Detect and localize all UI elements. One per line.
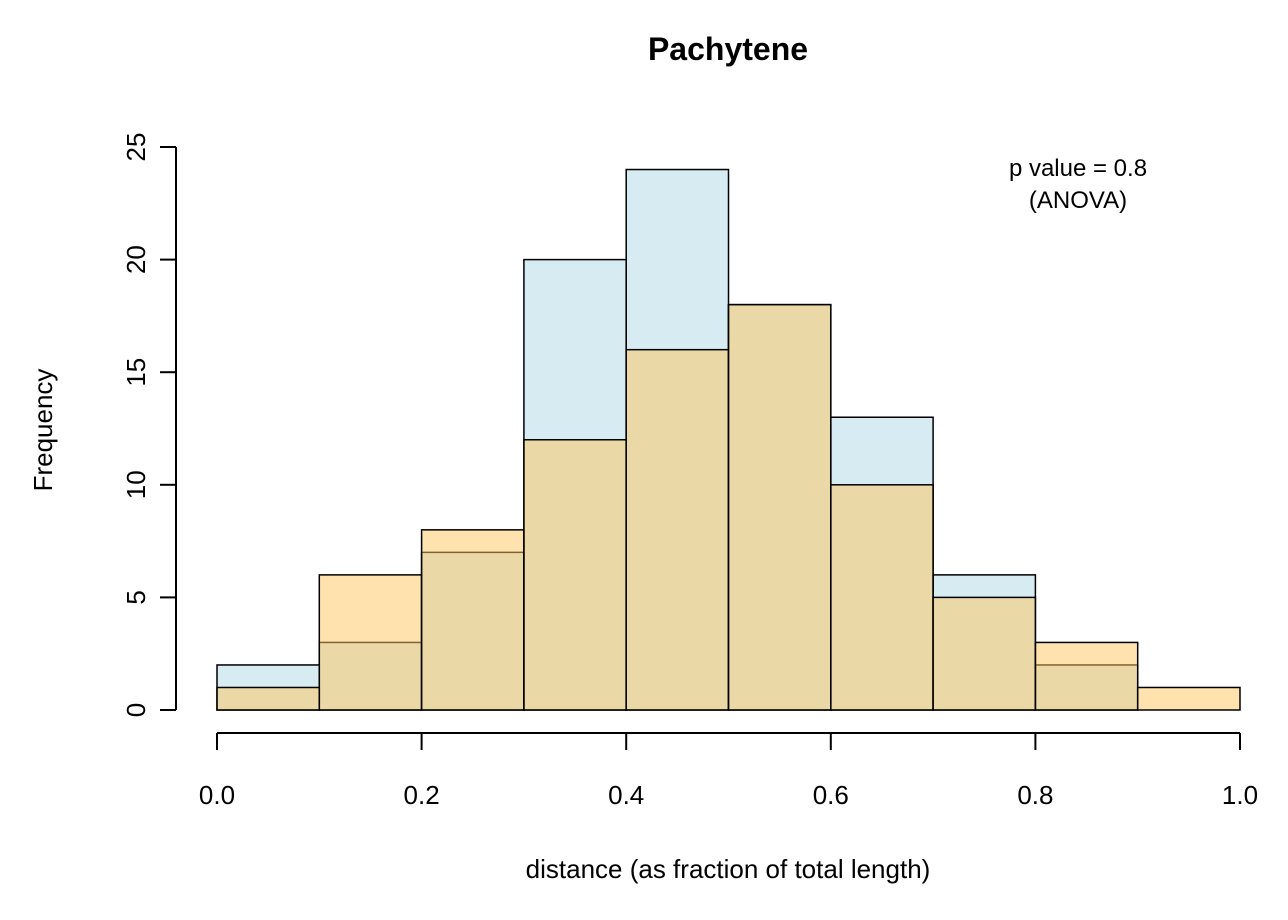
- test-name-annotation: (ANOVA): [1029, 187, 1127, 214]
- histogram-bar-series-2: [932, 596, 1037, 711]
- x-tick-label: 0.8: [1017, 780, 1053, 810]
- histogram-bar-series-2: [727, 303, 832, 711]
- x-axis: 0.0 0.2 0.4 0.6 0.8 1.0: [199, 732, 1258, 810]
- y-tick-label: 25: [121, 133, 151, 162]
- bars-layer: [216, 168, 1241, 711]
- y-tick-label: 0: [121, 703, 151, 717]
- y-tick-label: 20: [121, 245, 151, 274]
- x-tick-label: 0.4: [608, 780, 644, 810]
- histogram-bar-series-2: [1034, 641, 1139, 711]
- x-tick-label: 0.2: [404, 780, 440, 810]
- histogram-bar-series-2: [830, 484, 934, 711]
- histogram-bar-series-2: [1136, 686, 1241, 711]
- p-value-annotation: p value = 0.8: [1009, 155, 1147, 182]
- x-tick-label: 1.0: [1222, 780, 1258, 810]
- y-tick-label: 5: [121, 590, 151, 604]
- histogram-bar-series-2: [625, 348, 730, 711]
- y-tick-label: 15: [121, 358, 151, 387]
- y-axis: 0 5 10 15 20 25: [121, 133, 177, 717]
- x-axis-label: distance (as fraction of total length): [526, 854, 931, 884]
- histogram-bar-series-2: [420, 529, 525, 711]
- x-tick-label: 0.0: [199, 780, 235, 810]
- chart-title: Pachytene: [648, 31, 808, 67]
- y-axis-label: Frequency: [28, 369, 58, 492]
- histogram-bar-series-2: [216, 686, 321, 711]
- y-tick-label: 10: [121, 470, 151, 499]
- histogram-bar-series-2: [318, 574, 423, 711]
- histogram-bar-series-2: [523, 439, 627, 711]
- x-tick-label: 0.6: [813, 780, 849, 810]
